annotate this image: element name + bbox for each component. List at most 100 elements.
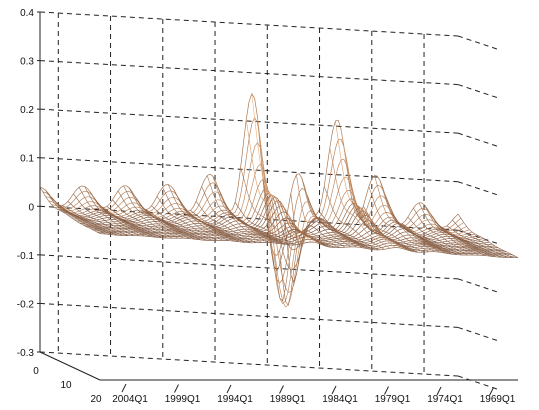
time-tick-label: 1989Q1 bbox=[270, 394, 306, 405]
surface-horizon-line bbox=[99, 233, 518, 259]
surface-date-line bbox=[396, 222, 457, 255]
surface-horizon-line bbox=[39, 92, 459, 256]
z-tick-label: 0.1 bbox=[20, 154, 34, 165]
surface-horizon-line bbox=[77, 221, 496, 247]
surface-date-line bbox=[374, 175, 435, 252]
surface-date-line bbox=[223, 202, 285, 245]
surface-date-line bbox=[162, 187, 223, 241]
surface-horizon-line bbox=[74, 217, 493, 246]
surface-date-line bbox=[195, 201, 257, 243]
grid-line-z-7 bbox=[39, 351, 459, 377]
surface-date-line bbox=[140, 205, 201, 241]
surface-date-line bbox=[206, 175, 268, 243]
surface-date-line bbox=[112, 199, 173, 239]
grid-side-z-5 bbox=[457, 278, 501, 294]
z-tick-label: -0.3 bbox=[17, 348, 35, 359]
z-tick-label: 0.2 bbox=[20, 105, 34, 116]
surface-date-line bbox=[62, 205, 123, 236]
surface-date-line bbox=[268, 228, 329, 272]
surface-date-line bbox=[284, 224, 346, 284]
surface-date-line bbox=[101, 206, 162, 238]
surface-horizon-line bbox=[85, 225, 504, 252]
time-tick-mark bbox=[121, 383, 127, 393]
surface-date-line bbox=[39, 187, 101, 234]
z-tick-label: 0 bbox=[28, 202, 34, 213]
surface-horizon-line bbox=[45, 141, 464, 305]
grid-side-z-0 bbox=[457, 35, 501, 51]
surface-date-line bbox=[424, 204, 485, 256]
surface-date-line bbox=[452, 219, 513, 258]
time-tick-label: 1984Q1 bbox=[322, 394, 358, 405]
surface-date-line bbox=[67, 201, 129, 236]
grid-layer bbox=[39, 11, 501, 391]
surface-date-line bbox=[173, 189, 234, 242]
surface-layer bbox=[39, 92, 519, 308]
surface-date-line bbox=[407, 216, 468, 256]
grid-line-z-5 bbox=[39, 254, 459, 280]
surface-date-line bbox=[368, 186, 429, 253]
z-tick-label: 0.3 bbox=[20, 57, 34, 68]
surface-horizon-line bbox=[97, 231, 516, 257]
horizon-tick-label: 20 bbox=[90, 394, 102, 405]
surface-date-line bbox=[184, 209, 246, 243]
time-tick-label: 1999Q1 bbox=[165, 394, 201, 405]
surface-date-line bbox=[402, 223, 463, 256]
surface-date-line bbox=[106, 206, 168, 239]
surface-date-line bbox=[84, 186, 145, 237]
grid-line-z-3 bbox=[39, 157, 459, 183]
grid-line-z-6 bbox=[39, 302, 459, 328]
time-tick-mark bbox=[331, 385, 337, 395]
surface-date-line bbox=[201, 186, 262, 243]
grid-side-z-3 bbox=[457, 181, 501, 197]
surface-date-line bbox=[290, 193, 351, 248]
surface-date-line bbox=[145, 209, 207, 241]
grid-line-z-0 bbox=[39, 11, 459, 37]
time-tick-label: 1979Q1 bbox=[375, 394, 411, 405]
surface-date-line bbox=[312, 213, 374, 250]
surface-horizon-line bbox=[79, 223, 499, 249]
surface-date-line bbox=[457, 213, 519, 258]
surface-date-line bbox=[351, 200, 413, 252]
surface-date-line bbox=[89, 191, 151, 237]
surface-date-line bbox=[78, 187, 140, 237]
time-tick-mark bbox=[436, 386, 442, 396]
surface-date-line bbox=[117, 190, 179, 239]
grid-line-z-2 bbox=[39, 108, 459, 134]
surface-date-line bbox=[190, 210, 251, 244]
grid-side-z-1 bbox=[457, 84, 501, 100]
surface-date-line bbox=[234, 202, 296, 246]
surface-date-line bbox=[413, 207, 474, 256]
surface-date-line bbox=[257, 116, 318, 244]
horizon-axis-line bbox=[39, 351, 101, 381]
surface-date-line bbox=[340, 129, 402, 249]
surface-date-line bbox=[95, 200, 156, 238]
horizon-tick-label: 10 bbox=[60, 380, 72, 391]
surface-date-line bbox=[279, 229, 340, 307]
surface-date-line bbox=[73, 193, 134, 236]
time-tick-label: 2004Q1 bbox=[112, 394, 148, 405]
surface-date-line bbox=[296, 174, 357, 248]
surface-date-line bbox=[151, 205, 212, 241]
surface-date-line bbox=[429, 213, 491, 257]
grid-line-z-1 bbox=[39, 60, 459, 86]
grid-side-z-2 bbox=[457, 132, 501, 148]
surface-date-line bbox=[251, 93, 313, 243]
time-tick-label: 1969Q1 bbox=[480, 394, 516, 405]
surface-date-line bbox=[134, 195, 195, 240]
grid-line-z-4 bbox=[39, 205, 459, 231]
time-tick-mark bbox=[174, 384, 179, 393]
surface-date-line bbox=[363, 206, 424, 253]
grid-side-z-6 bbox=[457, 326, 501, 342]
z-tick-label: 0.4 bbox=[20, 8, 34, 19]
surface-date-line bbox=[435, 222, 496, 258]
time-tick-mark bbox=[384, 386, 389, 395]
surface-date-line bbox=[128, 187, 190, 239]
surface-date-line bbox=[441, 226, 502, 258]
surface-date-line bbox=[50, 196, 112, 235]
surface-date-line bbox=[45, 190, 106, 235]
surface-date-line bbox=[329, 147, 390, 249]
surface-date-line bbox=[318, 210, 379, 251]
z-tick-label: -0.2 bbox=[17, 299, 35, 310]
